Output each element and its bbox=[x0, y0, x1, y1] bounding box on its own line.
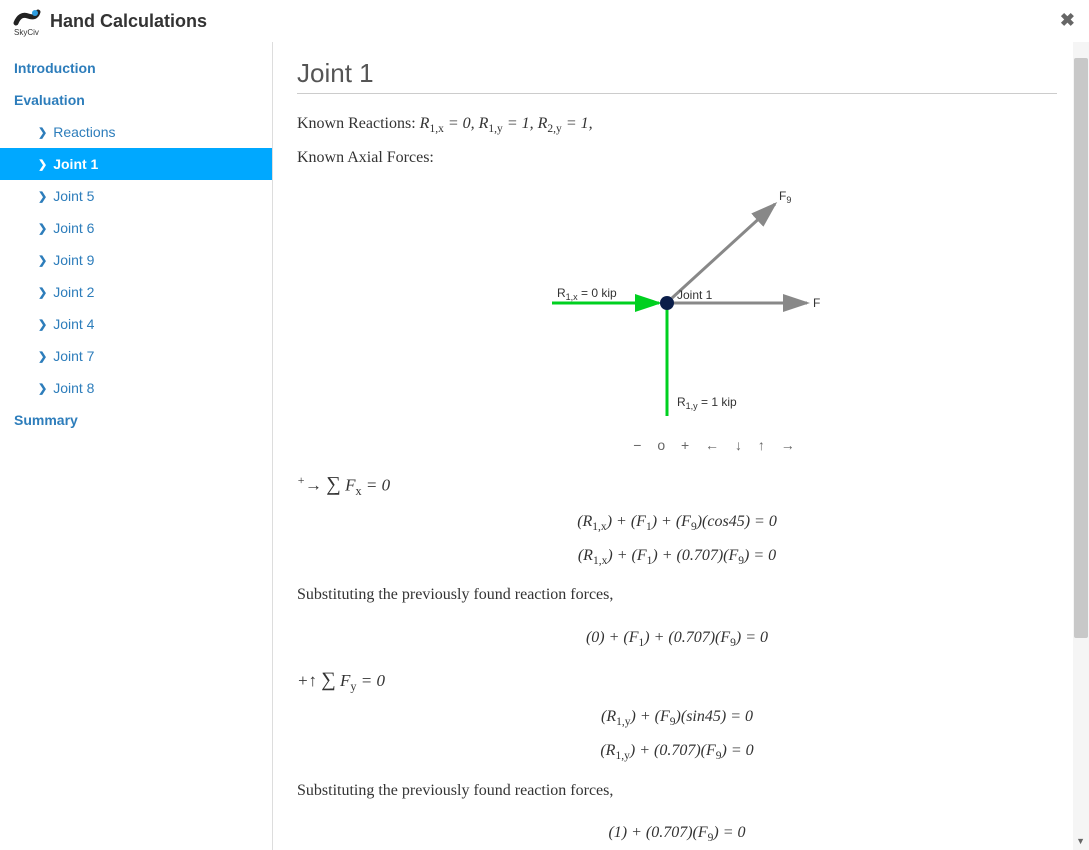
title-divider bbox=[297, 93, 1057, 94]
main: Introduction Evaluation ❯ Reactions ❯ Joint… bbox=[0, 42, 1089, 850]
known-reactions-line: Known Reactions: R1,x = 0, R1,y = 1, R2,… bbox=[297, 110, 1057, 140]
eq-fx-3: (0) + (F1) + (0.707)(F9) = 0 bbox=[297, 629, 1057, 649]
sidebar-item-label: Joint 2 bbox=[53, 284, 94, 300]
sidebar-item-joint-9[interactable]: ❯ Joint 9 bbox=[0, 244, 272, 276]
nav-introduction[interactable]: Introduction bbox=[0, 52, 272, 84]
page-title: Hand Calculations bbox=[50, 11, 207, 32]
joint-diagram: R1,x = 0 kip R1,y = 1 kip Joint 1 F9 F bbox=[297, 181, 1057, 431]
sidebar-item-joint-5[interactable]: ❯ Joint 5 bbox=[0, 180, 272, 212]
scrollbar-track[interactable]: ▲ ▼ bbox=[1073, 42, 1089, 850]
sidebar-item-joint-6[interactable]: ❯ Joint 6 bbox=[0, 212, 272, 244]
sidebar-item-joint-7[interactable]: ❯ Joint 7 bbox=[0, 340, 272, 372]
nav-evaluation[interactable]: Evaluation bbox=[0, 84, 272, 116]
eq-fx-header: +→ ∑ Fx = 0 bbox=[297, 473, 1057, 499]
nav-summary[interactable]: Summary bbox=[0, 404, 272, 436]
sidebar: Introduction Evaluation ❯ Reactions ❯ Joint… bbox=[0, 42, 273, 850]
sidebar-item-reactions[interactable]: ❯ Reactions bbox=[0, 116, 272, 148]
sidebar-item-label: Joint 6 bbox=[53, 220, 94, 236]
f9-arrow bbox=[672, 204, 775, 298]
section-title: Joint 1 bbox=[297, 58, 1057, 89]
logo: SkyCiv bbox=[12, 7, 42, 35]
sidebar-item-joint-8[interactable]: ❯ Joint 8 bbox=[0, 372, 272, 404]
sidebar-item-joint-1[interactable]: ❯ Joint 1 bbox=[0, 148, 272, 180]
known-reactions-label: Known Reactions: bbox=[297, 115, 416, 132]
header: SkyCiv Hand Calculations ✖ bbox=[0, 0, 1089, 42]
r1y-label: R1,y = 1 kip bbox=[677, 395, 737, 411]
chevron-right-icon: ❯ bbox=[38, 190, 47, 203]
close-icon[interactable]: ✖ bbox=[1060, 10, 1075, 31]
chevron-right-icon: ❯ bbox=[38, 286, 47, 299]
r1x-label: R1,x = 0 kip bbox=[557, 286, 617, 302]
eq-fy-3: (1) + (0.707)(F9) = 0 bbox=[297, 824, 1057, 844]
eq-fy-1: (R1,y) + (F9)(sin45) = 0 bbox=[297, 708, 1057, 728]
sidebar-item-label: Joint 7 bbox=[53, 348, 94, 364]
eq-fy-header: +↑ ∑ Fy = 0 bbox=[297, 669, 1057, 694]
content: Joint 1 Known Reactions: R1,x = 0, R1,y … bbox=[273, 42, 1089, 850]
eq-fx-2: (R1,x) + (F1) + (0.707)(F9) = 0 bbox=[297, 547, 1057, 567]
sidebar-item-label: Joint 8 bbox=[53, 380, 94, 396]
chevron-right-icon: ❯ bbox=[38, 318, 47, 331]
sidebar-item-joint-4[interactable]: ❯ Joint 4 bbox=[0, 308, 272, 340]
chevron-right-icon: ❯ bbox=[38, 158, 47, 171]
sidebar-item-label: Joint 5 bbox=[53, 188, 94, 204]
scroll-down-icon[interactable]: ▼ bbox=[1076, 836, 1085, 846]
sub-text-1: Substituting the previously found reacti… bbox=[297, 581, 1057, 608]
f9-label: F9 bbox=[779, 189, 791, 205]
scrollbar-thumb[interactable] bbox=[1074, 58, 1088, 638]
f-label: F bbox=[813, 296, 820, 310]
eq-fx-1: (R1,x) + (F1) + (F9)(cos45) = 0 bbox=[297, 513, 1057, 533]
eq-fy-2: (R1,y) + (0.707)(F9) = 0 bbox=[297, 742, 1057, 762]
joint-node bbox=[660, 296, 674, 310]
chevron-right-icon: ❯ bbox=[38, 254, 47, 267]
chevron-right-icon: ❯ bbox=[38, 222, 47, 235]
chevron-right-icon: ❯ bbox=[38, 350, 47, 363]
sidebar-item-label: Reactions bbox=[53, 124, 115, 140]
joint-label: Joint 1 bbox=[677, 288, 713, 302]
sidebar-item-joint-2[interactable]: ❯ Joint 2 bbox=[0, 276, 272, 308]
sidebar-item-label: Joint 4 bbox=[53, 316, 94, 332]
diagram-controls[interactable]: − o + ← ↓ ↑ → bbox=[377, 437, 1057, 453]
sub-text-2: Substituting the previously found reacti… bbox=[297, 777, 1057, 804]
known-axial-label: Known Axial Forces: bbox=[297, 144, 1057, 171]
sidebar-item-label: Joint 1 bbox=[53, 156, 98, 172]
chevron-right-icon: ❯ bbox=[38, 382, 47, 395]
sidebar-item-label: Joint 9 bbox=[53, 252, 94, 268]
logo-text: SkyCiv bbox=[14, 28, 39, 37]
chevron-right-icon: ❯ bbox=[38, 126, 47, 139]
